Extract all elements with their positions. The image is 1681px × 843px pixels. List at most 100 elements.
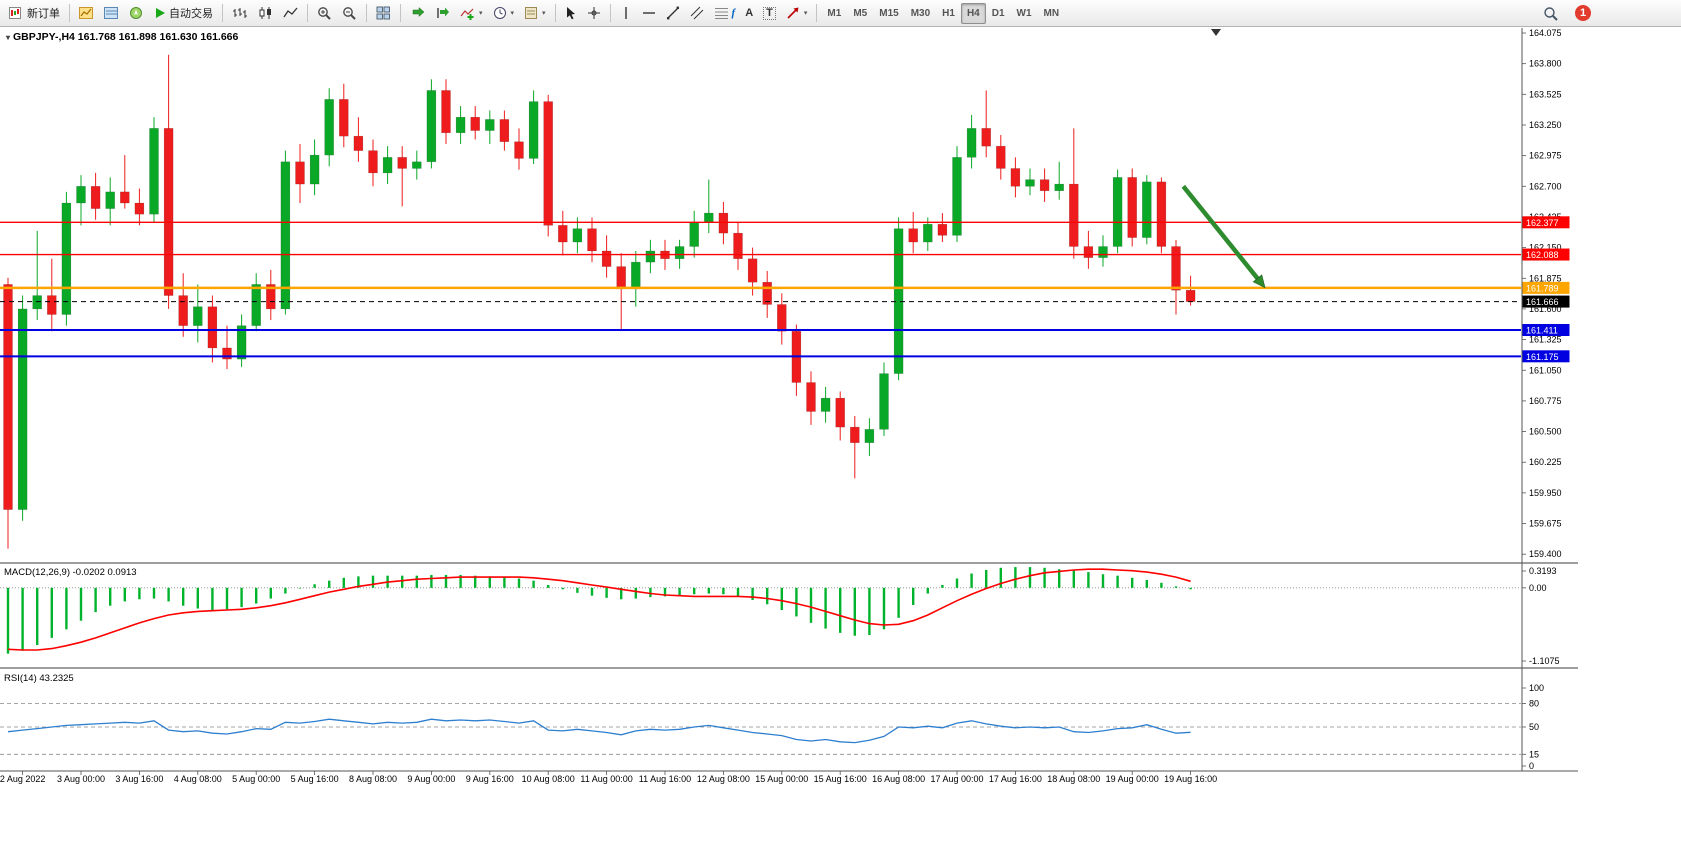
arrows-button[interactable]: ▾ [781, 3, 813, 24]
bar-chart-button[interactable] [227, 3, 253, 24]
channel-icon [690, 6, 703, 20]
search-button[interactable] [1538, 3, 1563, 24]
chart-shift-icon [437, 7, 449, 18]
chart-shift-button[interactable] [430, 3, 455, 24]
candle-body [120, 191, 130, 204]
macd-signal-line [7, 568, 1191, 651]
notification-badge[interactable]: 1 [1575, 5, 1591, 21]
crosshair-icon [587, 7, 600, 19]
zoom-out-button[interactable] [337, 3, 362, 24]
svg-text:163.525: 163.525 [1529, 89, 1562, 99]
svg-text:163.250: 163.250 [1529, 120, 1562, 130]
candle-body [806, 382, 816, 412]
trendline-button[interactable] [661, 3, 685, 24]
svg-text:12 Aug 08:00: 12 Aug 08:00 [697, 774, 750, 784]
timeframe-m1-button[interactable]: M1 [827, 7, 842, 19]
timeframe-h4-button[interactable]: H4 [960, 2, 986, 24]
svg-text:162.377: 162.377 [1526, 218, 1559, 228]
candle-body [499, 119, 510, 142]
time-axis: 2 Aug 2022 3 Aug 00:00 3 Aug 16:00 4 Aug 08… [0, 771, 1217, 784]
new-order-button[interactable]: 新订单 [4, 3, 65, 24]
fibonacci-button[interactable]: f [709, 3, 741, 24]
svg-text:159.400: 159.400 [1529, 549, 1562, 559]
vertical-line-button[interactable] [615, 3, 637, 24]
candle-body [412, 161, 422, 169]
tile-windows-button[interactable] [371, 3, 396, 24]
candle-body [1112, 177, 1123, 247]
svg-text:17 Aug 16:00: 17 Aug 16:00 [989, 774, 1042, 784]
timeframe-w1-button[interactable]: W1 [1016, 7, 1032, 19]
chevron-down-icon: ▾ [479, 10, 483, 17]
periods-button[interactable]: ▾ [488, 3, 520, 24]
candle-body [674, 246, 685, 260]
svg-text:5 Aug 00:00: 5 Aug 00:00 [232, 774, 280, 784]
line-chart-button[interactable] [278, 3, 303, 24]
candle-body [1083, 246, 1094, 258]
vertical-line-icon [624, 7, 627, 19]
candle-body [850, 426, 860, 443]
autotrade-button[interactable]: 自动交易 [149, 3, 218, 24]
chart-shift-marker[interactable] [1211, 29, 1221, 36]
navigator-button[interactable] [124, 3, 149, 24]
candle-body [879, 373, 889, 430]
horizontal-line-button[interactable] [637, 3, 661, 24]
svg-text:0.3193: 0.3193 [1529, 566, 1557, 576]
candle-body [835, 397, 845, 428]
candle-body [207, 306, 218, 349]
autotrade-label: 自动交易 [169, 8, 213, 20]
autotrade-play-icon [156, 8, 165, 18]
zoom-out-icon [343, 6, 356, 20]
templates-button[interactable]: ▾ [519, 3, 551, 24]
candle-body [90, 186, 101, 209]
timeframe-h1-button[interactable]: H1 [942, 7, 955, 19]
auto-scroll-button[interactable] [405, 3, 430, 24]
timeframe-m5-button[interactable]: M5 [853, 7, 868, 19]
candle-body [1039, 179, 1050, 192]
svg-text:3 Aug 16:00: 3 Aug 16:00 [115, 774, 163, 784]
svg-text:2 Aug 2022: 2 Aug 2022 [0, 774, 45, 784]
rsi-pane: 100 80 50 15 0 [0, 683, 1544, 771]
candle-chart-button[interactable] [253, 3, 278, 24]
candle-body [543, 101, 553, 226]
price-badge-161.789: 161.789 [1522, 281, 1570, 294]
label-button[interactable]: T [758, 3, 781, 24]
trendline-icon [666, 6, 679, 20]
channel-button[interactable] [685, 3, 709, 24]
candle-body [747, 258, 758, 283]
symbols-button[interactable] [74, 3, 99, 24]
timeframe-mn-button[interactable]: MN [1043, 7, 1060, 19]
text-button[interactable]: A [740, 3, 758, 24]
candle-body [1171, 246, 1181, 291]
indicators-button[interactable]: ▾ [455, 3, 488, 24]
svg-text:162.088: 162.088 [1526, 250, 1559, 260]
timeframe-m30-button[interactable]: M30 [910, 7, 931, 19]
data-window-button[interactable] [99, 3, 124, 24]
candle-body [762, 281, 772, 305]
price-badge-161.666: 161.666 [1522, 295, 1570, 308]
candle-body [149, 128, 159, 215]
crosshair-button[interactable] [582, 3, 606, 24]
candle-body [193, 306, 203, 326]
candle-body [3, 284, 13, 510]
candle-body [820, 397, 831, 412]
candle-body [733, 232, 743, 260]
zoom-in-button[interactable] [312, 3, 337, 24]
macd-pane: 0.3193 0.00 -1.1075 [0, 566, 1560, 666]
candle-body [1142, 181, 1152, 238]
cursor-button[interactable] [560, 3, 582, 24]
candle-body [966, 128, 977, 158]
candle-body [455, 116, 466, 134]
candle-body [485, 119, 495, 131]
candle-body [353, 135, 364, 151]
timeframe-m15-button[interactable]: M15 [879, 7, 899, 19]
svg-text:80: 80 [1529, 699, 1539, 709]
timeframe-d1-button[interactable]: D1 [991, 7, 1005, 19]
chart-symbol-info: ▾ GBPJPY-,H4 161.768 161.898 161.630 161.… [6, 31, 239, 43]
svg-text:162.700: 162.700 [1529, 181, 1562, 191]
fibonacci-icon [714, 8, 728, 19]
clock-icon [493, 7, 506, 19]
candle-body [777, 304, 787, 332]
svg-text:161.411: 161.411 [1526, 326, 1558, 336]
trend-arrow-annotation[interactable] [1181, 184, 1266, 289]
